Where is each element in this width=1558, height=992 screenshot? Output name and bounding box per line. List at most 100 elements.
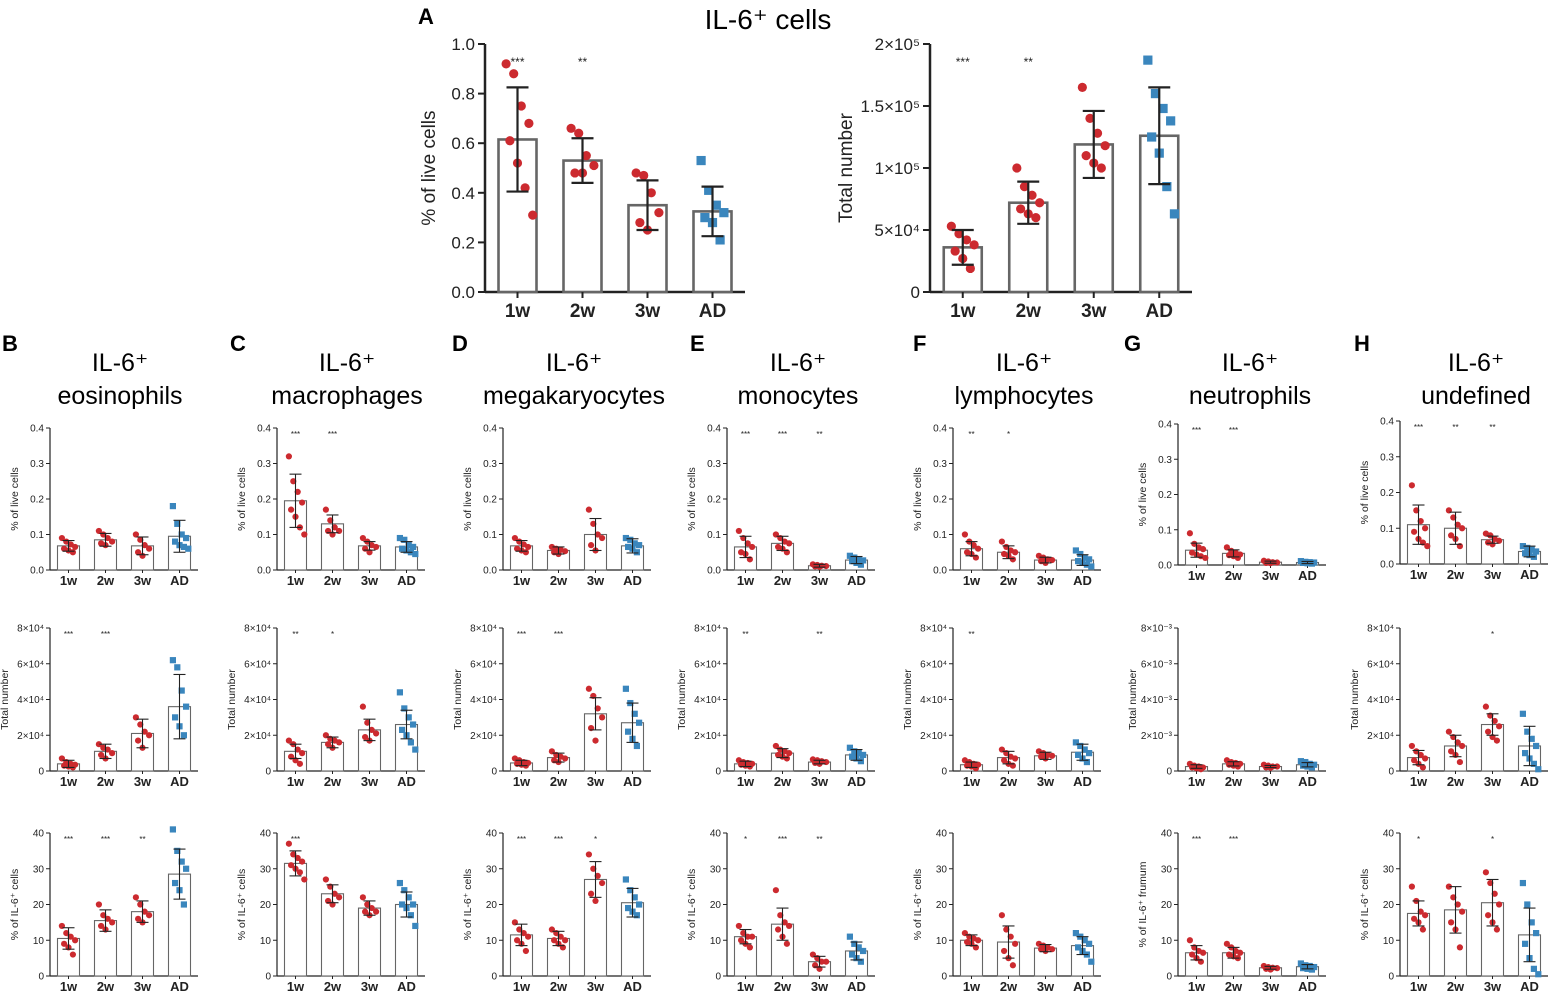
y-tick-label: 0 [941, 767, 947, 778]
x-tick-label-2w: 2w [550, 979, 568, 992]
point-1w [528, 210, 538, 220]
point-AD [696, 155, 706, 166]
significance-1w: * [744, 835, 747, 844]
point-2w [1459, 908, 1466, 915]
point-AD [849, 951, 856, 958]
y-tick-label: 0.4 [933, 424, 947, 435]
point-3w [135, 549, 142, 556]
point-3w [146, 732, 153, 739]
point-2w [1003, 926, 1010, 933]
significance-3w: ** [139, 835, 145, 844]
point-AD [1086, 750, 1093, 757]
y-tick-label: 20 [710, 900, 722, 911]
y-tick-label: 30 [1161, 864, 1173, 875]
point-AD [1075, 944, 1082, 951]
significance-2w: *** [554, 630, 563, 639]
x-tick-label-AD: AD [1520, 979, 1539, 992]
point-1w [285, 737, 292, 744]
y-tick-label: 4×10⁴ [1367, 695, 1394, 706]
point-2w [1019, 182, 1030, 192]
x-tick-label-2w: 2w [550, 774, 568, 789]
point-3w [368, 904, 375, 912]
point-2w [327, 517, 334, 524]
point-AD [399, 901, 406, 908]
point-AD [174, 664, 181, 671]
point-AD [405, 894, 412, 901]
title-G-line1: IL-6⁺ [1222, 349, 1278, 377]
title-D-line1: IL-6⁺ [546, 349, 602, 377]
point-AD [1077, 550, 1084, 558]
point-1w [72, 543, 79, 551]
point-2w [557, 933, 564, 940]
point-2w [772, 887, 780, 894]
point-1w [299, 499, 306, 506]
point-1w [67, 933, 74, 940]
x-tick-label-AD: AD [170, 573, 189, 588]
significance-2w: *** [101, 630, 110, 639]
point-2w [1454, 901, 1461, 908]
point-1w [285, 840, 292, 847]
point-2w [581, 151, 591, 161]
y-tick-label: 0.1 [257, 530, 271, 541]
x-tick-label-AD: AD [623, 774, 642, 789]
significance-1w: *** [1414, 423, 1423, 432]
y-tick-label: 20 [936, 900, 948, 911]
point-AD [846, 744, 853, 751]
y-tick-label: 40 [486, 829, 498, 840]
y-axis-label: Total number [226, 669, 238, 730]
y-tick-label: 0.3 [30, 459, 44, 470]
y-tick-label: 20 [1383, 900, 1395, 911]
significance-3w: ** [816, 630, 822, 639]
point-3w [359, 894, 366, 901]
x-tick-label-AD: AD [1073, 774, 1092, 789]
point-1w [1419, 926, 1426, 933]
point-AD [1083, 561, 1090, 568]
significance-2w: * [331, 630, 334, 639]
x-tick-label-1w: 1w [963, 774, 981, 789]
point-3w [599, 714, 606, 721]
y-tick-label: 0.1 [707, 530, 721, 541]
x-tick-label-2w: 2w [570, 301, 596, 322]
point-2w [1237, 949, 1244, 956]
point-AD [401, 705, 408, 712]
point-3w [1085, 113, 1095, 123]
y-tick-label: 6×10⁴ [244, 659, 271, 670]
significance-2w: *** [101, 835, 110, 844]
point-2w [1459, 742, 1466, 750]
point-3w [1487, 532, 1494, 539]
significance-1w: *** [510, 55, 524, 69]
point-2w [1012, 755, 1019, 762]
point-3w [132, 531, 139, 538]
significance-1w: ** [968, 630, 974, 639]
point-AD [1086, 940, 1093, 947]
chart-F-total: 0 2×10⁴ 4×10⁴ 6×10⁴ 8×10⁴ Total number 1w ** 2w 3… [902, 624, 1101, 789]
significance-2w: ** [578, 55, 588, 69]
y-tick-label: 2×10⁻³ [1141, 731, 1173, 742]
y-tick-label: 0.4 [30, 424, 44, 435]
point-AD [1535, 766, 1542, 773]
significance-3w: * [594, 835, 597, 844]
y-tick-label: 8×10⁴ [694, 624, 721, 635]
y-tick-label: 0 [265, 972, 271, 983]
point-AD [169, 657, 176, 664]
point-1w [525, 933, 532, 940]
y-tick-label: 0.2 [257, 495, 271, 506]
x-tick-label-2w: 2w [550, 573, 568, 588]
point-AD [399, 545, 406, 552]
point-AD [174, 520, 181, 527]
point-2w [1031, 213, 1041, 223]
chart-E-total: 0 2×10⁴ 4×10⁴ 6×10⁴ 8×10⁴ Total number 1w ** 2w 3… [676, 624, 875, 789]
chart-F-pct: 0.0 0.1 0.2 0.3 0.4 % of live cells 1w ** 2w * 3w A… [912, 424, 1101, 588]
point-AD [180, 732, 187, 739]
point-2w [336, 894, 343, 901]
significance-1w: *** [64, 630, 73, 639]
y-tick-label: 8×10⁴ [470, 624, 497, 635]
point-1w [1202, 554, 1209, 562]
y-axis-label: Total number [1127, 669, 1139, 730]
x-tick-label-1w: 1w [287, 979, 305, 992]
point-1w [1200, 949, 1207, 956]
y-tick-label: 4×10⁴ [17, 695, 44, 706]
y-tick-label: 30 [486, 864, 498, 875]
point-AD [1088, 958, 1095, 965]
